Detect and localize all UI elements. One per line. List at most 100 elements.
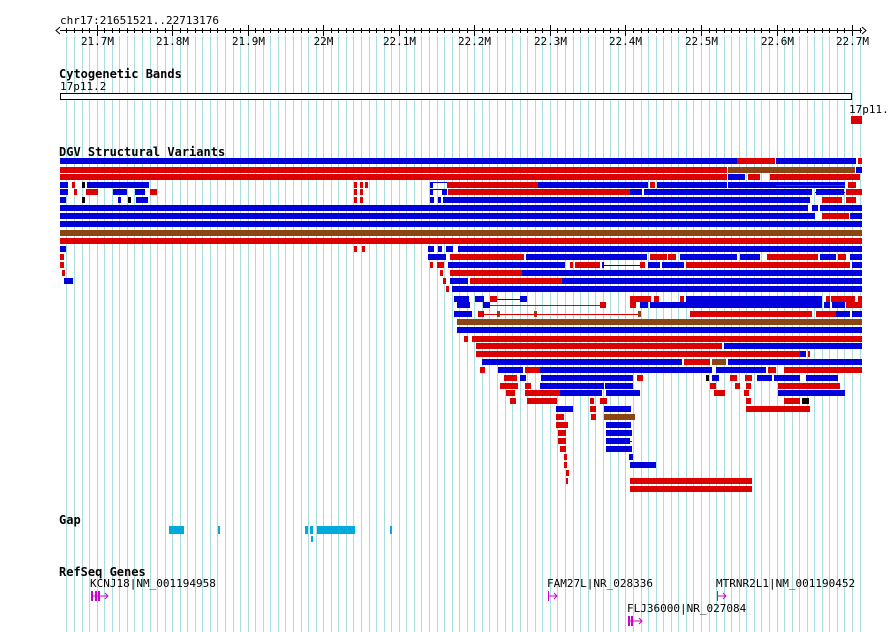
dgv-variant[interactable] [826, 296, 830, 302]
dgv-variant[interactable] [443, 197, 810, 203]
dgv-variant[interactable] [354, 246, 357, 252]
dgv-variant[interactable] [62, 270, 65, 276]
cytoband-17p11-2[interactable] [60, 93, 852, 100]
dgv-variant[interactable] [684, 359, 710, 365]
dgv-variant[interactable] [637, 375, 643, 381]
dgv-variant[interactable] [668, 254, 676, 260]
dgv-variant[interactable] [724, 343, 862, 349]
dgv-variant[interactable] [354, 197, 357, 203]
dgv-variant[interactable] [712, 359, 726, 365]
dgv-variant[interactable] [60, 262, 64, 268]
dgv-variant[interactable] [650, 302, 822, 308]
dgv-variant[interactable] [728, 359, 862, 365]
gap-block[interactable] [311, 536, 313, 542]
dgv-variant[interactable] [128, 197, 131, 203]
dgv-variant[interactable] [858, 296, 862, 302]
dgv-variant[interactable] [483, 302, 490, 308]
dgv-variant[interactable] [82, 197, 85, 203]
dgv-variant[interactable] [480, 367, 485, 373]
dgv-variant[interactable] [657, 182, 727, 188]
dgv-variant[interactable] [778, 390, 845, 396]
dgv-variant[interactable] [457, 327, 862, 333]
dgv-variant[interactable] [440, 270, 443, 276]
dgv-variant[interactable] [525, 383, 531, 389]
dgv-variant[interactable] [784, 367, 862, 373]
gap-block[interactable] [317, 526, 355, 534]
dgv-variant[interactable] [526, 254, 647, 260]
dgv-variant[interactable] [774, 375, 800, 381]
dgv-variant[interactable] [848, 182, 856, 188]
dgv-variant[interactable] [802, 398, 809, 404]
dgv-variant[interactable] [60, 221, 862, 227]
dgv-variant[interactable] [570, 262, 573, 268]
dgv-variant[interactable] [556, 406, 573, 412]
dgv-variant[interactable] [360, 189, 363, 195]
dgv-variant[interactable] [650, 254, 667, 260]
dgv-variant[interactable] [448, 262, 565, 268]
dgv-variant[interactable] [740, 254, 760, 260]
dgv-variant[interactable] [690, 311, 812, 317]
gene-label-mtrnr2l1[interactable]: MTRNR2L1|NM_001190452 [716, 577, 856, 590]
dgv-variant[interactable] [540, 383, 604, 389]
dgv-variant[interactable] [476, 351, 800, 357]
dgv-variant[interactable] [558, 430, 566, 436]
dgv-variant[interactable] [822, 213, 849, 219]
dgv-variant[interactable] [822, 197, 842, 203]
dgv-variant[interactable] [428, 254, 446, 260]
dgv-variant[interactable] [362, 246, 365, 252]
dgv-variant[interactable] [838, 254, 846, 260]
dgv-variant[interactable] [113, 189, 127, 195]
dgv-variant[interactable] [118, 197, 121, 203]
dgv-variant[interactable] [746, 398, 751, 404]
dgv-variant[interactable] [437, 262, 444, 268]
dgv-variant[interactable] [714, 390, 725, 396]
dgv-variant[interactable] [430, 197, 434, 203]
dgv-variant[interactable] [852, 262, 862, 268]
dgv-variant[interactable] [757, 375, 772, 381]
dgv-variant[interactable] [87, 182, 149, 188]
dgv-variant[interactable] [604, 406, 631, 412]
dgv-variant[interactable] [846, 302, 862, 308]
dgv-variant[interactable] [446, 286, 449, 292]
dgv-variant[interactable] [457, 302, 470, 308]
dgv-variant[interactable] [606, 422, 631, 428]
dgv-variant[interactable] [606, 390, 640, 396]
dgv-variant[interactable] [816, 311, 836, 317]
dgv-variant[interactable] [630, 296, 651, 302]
dgv-variant[interactable] [60, 213, 815, 219]
dgv-variant[interactable] [448, 189, 630, 195]
dgv-variant[interactable] [556, 414, 564, 420]
dgv-variant[interactable] [442, 189, 447, 195]
gap-block[interactable] [310, 526, 313, 534]
dgv-variant[interactable] [737, 158, 775, 164]
cytoband-17p11-1[interactable] [851, 116, 862, 124]
dgv-variant[interactable] [832, 302, 845, 308]
dgv-variant[interactable] [86, 189, 98, 195]
dgv-variant[interactable] [730, 375, 737, 381]
dgv-variant[interactable] [470, 278, 562, 284]
dgv-variant[interactable] [640, 262, 645, 268]
dgv-variant[interactable] [60, 174, 727, 180]
dgv-variant[interactable] [454, 311, 472, 317]
dgv-variant[interactable] [654, 296, 659, 302]
dgv-variant[interactable] [354, 189, 357, 195]
dgv-variant[interactable] [852, 311, 862, 317]
dgv-variant[interactable] [60, 182, 68, 188]
dgv-variant[interactable] [475, 296, 484, 302]
dgv-variant[interactable] [560, 446, 566, 452]
dgv-variant[interactable] [820, 254, 836, 260]
dgv-variant[interactable] [541, 375, 633, 381]
dgv-variant[interactable] [60, 238, 862, 244]
dgv-variant[interactable] [630, 302, 636, 308]
dgv-variant[interactable] [354, 182, 357, 188]
dgv-variant[interactable] [564, 454, 567, 460]
dgv-variant[interactable] [812, 205, 818, 211]
dgv-variant[interactable] [706, 375, 709, 381]
gene-fam27l[interactable] [548, 591, 558, 601]
dgv-variant[interactable] [74, 189, 77, 195]
dgv-variant[interactable] [447, 182, 538, 188]
dgv-variant[interactable] [602, 262, 604, 268]
dgv-variant[interactable] [556, 422, 568, 428]
dgv-variant[interactable] [744, 390, 749, 396]
dgv-variant[interactable] [464, 336, 468, 342]
